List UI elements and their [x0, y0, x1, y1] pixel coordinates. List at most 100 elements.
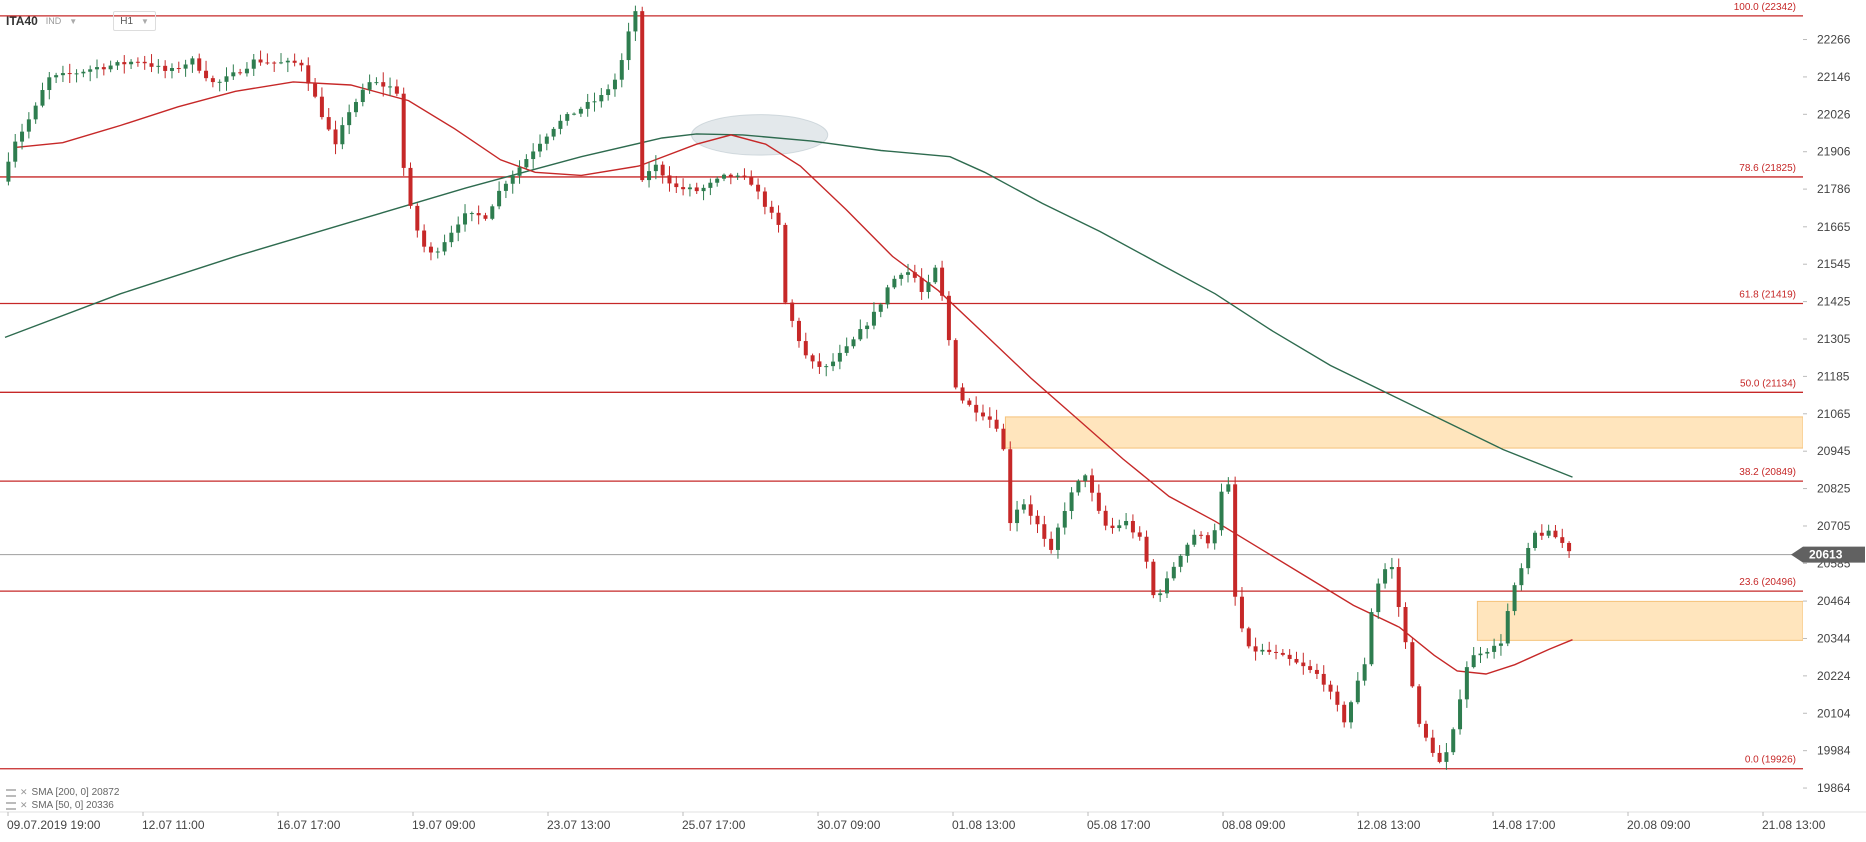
candle-body — [217, 81, 222, 83]
candle-body — [1171, 566, 1176, 579]
candle-body — [1308, 666, 1313, 670]
candle-body — [1396, 567, 1401, 608]
candle-body — [163, 65, 168, 71]
candle-body — [1301, 662, 1306, 667]
candle-body — [1444, 752, 1449, 762]
candle-body — [1144, 536, 1149, 562]
candle-body — [940, 267, 945, 296]
candle-body — [1349, 702, 1354, 723]
candle-body — [122, 62, 127, 65]
candle-body — [1485, 651, 1490, 654]
candle-body — [1464, 667, 1469, 700]
candle-body — [1246, 628, 1251, 647]
candle-body — [1117, 525, 1122, 529]
candle-body — [551, 128, 556, 137]
candle-body — [40, 90, 45, 106]
candle-body — [142, 61, 147, 64]
candle-body — [524, 159, 529, 168]
candle-body — [647, 171, 652, 181]
candle-body — [476, 213, 481, 216]
candle-body — [1253, 646, 1258, 652]
y-tick-label: 20224 — [1817, 669, 1851, 683]
candle-body — [565, 114, 570, 121]
candle-body — [558, 120, 563, 129]
candle-body — [1294, 658, 1299, 663]
candle-body — [156, 65, 161, 67]
candle-body — [960, 387, 965, 401]
y-tick-label: 20464 — [1817, 594, 1851, 608]
legend-row-sma-200[interactable]: ✕ SMA [200, 0] 20872 — [6, 786, 119, 799]
candle-body — [1021, 504, 1026, 510]
x-tick-label: 25.07 17:00 — [682, 818, 746, 832]
candle-body — [204, 70, 209, 79]
candle-body — [1533, 532, 1538, 548]
symbol-type: IND — [45, 16, 62, 26]
indicator-settings-icon[interactable] — [6, 801, 16, 810]
candle-body — [660, 164, 665, 176]
candle-body — [1321, 673, 1326, 685]
candle-body — [974, 404, 979, 413]
candle-body — [824, 366, 829, 368]
candle-body — [238, 72, 243, 74]
symbol-name[interactable]: ITA40 — [6, 14, 38, 28]
candle-body — [95, 67, 100, 70]
candle-body — [231, 72, 236, 77]
candle-body — [1458, 699, 1463, 730]
candle-body — [483, 215, 488, 219]
x-tick-label: 16.07 17:00 — [277, 818, 341, 832]
x-tick-label: 01.08 13:00 — [952, 818, 1016, 832]
candle-body — [1090, 475, 1095, 493]
candle-body — [776, 212, 781, 225]
candle-body — [456, 224, 461, 233]
remove-indicator-icon[interactable]: ✕ — [20, 800, 28, 810]
candle-body — [871, 311, 876, 326]
candle-body — [722, 174, 727, 179]
candle-body — [885, 287, 890, 305]
indicator-settings-icon[interactable] — [6, 788, 16, 797]
candle-body — [1355, 680, 1360, 703]
current-price-tag — [1791, 546, 1865, 563]
supply-zone-2 — [1476, 600, 1804, 641]
candle-body — [306, 65, 311, 84]
timeframe-select[interactable]: H1 ▼ — [113, 11, 156, 31]
candle-body — [1492, 645, 1497, 652]
y-tick-label: 21665 — [1817, 220, 1851, 234]
y-tick-label: 21906 — [1817, 145, 1851, 159]
candle-body — [1069, 492, 1074, 512]
symbol-chevron-down-icon[interactable]: ▼ — [69, 16, 78, 26]
candle-body — [701, 187, 706, 192]
candle-body — [626, 31, 631, 61]
candle-body — [1471, 655, 1476, 668]
x-tick-label: 21.08 13:00 — [1762, 818, 1826, 832]
candle-body — [1410, 642, 1415, 687]
candle-body — [1369, 612, 1374, 665]
candle-body — [831, 361, 836, 367]
candle-body — [851, 339, 856, 347]
candle-body — [1096, 492, 1101, 511]
candle-body — [353, 102, 358, 113]
candle-body — [585, 101, 590, 109]
candle-body — [149, 63, 154, 67]
candle-body — [1403, 607, 1408, 643]
candle-body — [708, 182, 713, 188]
candle-body — [183, 64, 188, 69]
candle-body — [756, 184, 761, 192]
x-tick-label: 30.07 09:00 — [817, 818, 881, 832]
remove-indicator-icon[interactable]: ✕ — [20, 787, 28, 797]
candle-body — [967, 400, 972, 405]
candle-body — [272, 62, 277, 64]
candle-body — [1280, 652, 1285, 655]
candle-body — [674, 183, 679, 188]
candle-body — [1008, 449, 1013, 524]
candle-body — [1478, 653, 1483, 656]
y-tick-label: 20825 — [1817, 482, 1851, 496]
candle-body — [510, 175, 515, 184]
candle-body — [1451, 729, 1456, 753]
x-tick-label: 12.08 13:00 — [1357, 818, 1421, 832]
candle-body — [912, 272, 917, 278]
legend-row-sma-50[interactable]: ✕ SMA [50, 0] 20336 — [6, 799, 119, 812]
y-tick-label: 20104 — [1817, 706, 1851, 720]
candle-body — [435, 251, 440, 253]
